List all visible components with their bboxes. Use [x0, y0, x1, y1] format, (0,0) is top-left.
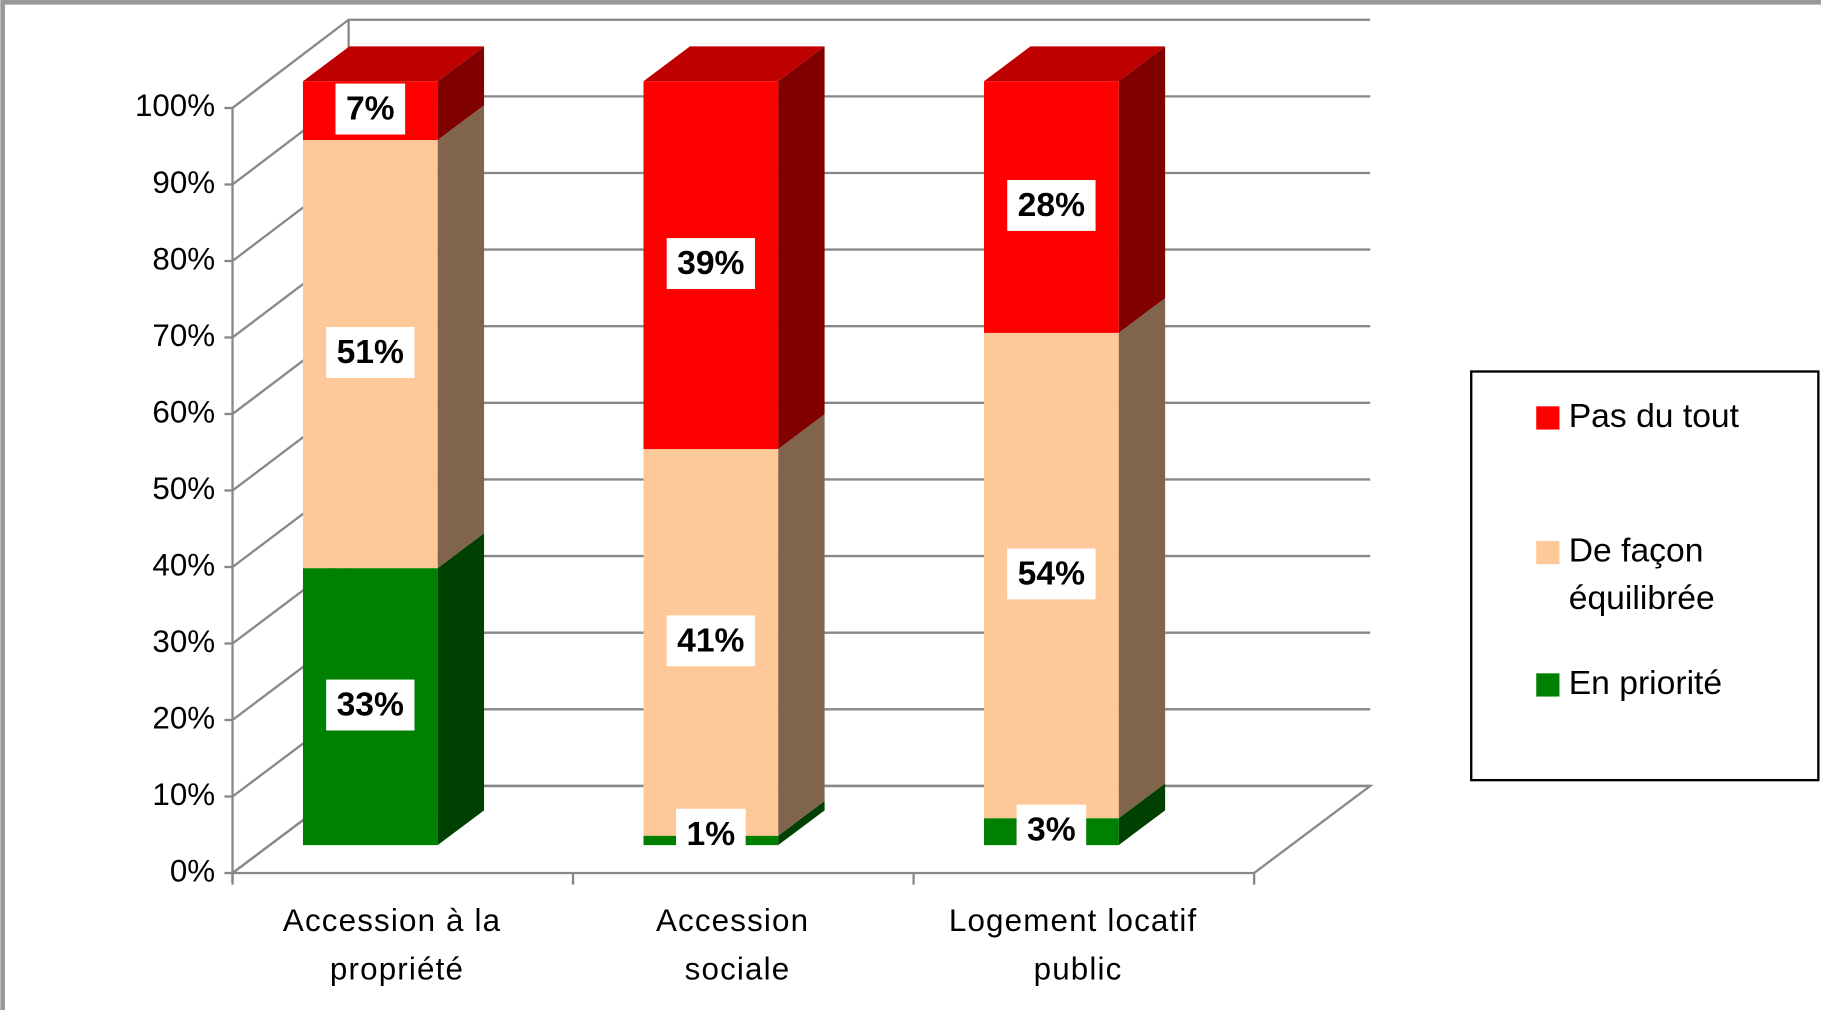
text-line: Accession à la	[283, 903, 511, 938]
text-line: Pas du tout	[1569, 398, 1740, 435]
data-label-box	[1016, 804, 1087, 856]
data-label-box	[666, 615, 756, 667]
data-label: 1%	[686, 816, 735, 853]
data-label-box	[326, 679, 415, 731]
bar-top	[302, 46, 485, 82]
bar-side	[1118, 298, 1166, 819]
bar-side	[778, 46, 825, 450]
bar-side	[1118, 46, 1166, 333]
bar-side	[437, 46, 485, 141]
data-label: 28%	[1018, 187, 1085, 224]
legend	[1470, 370, 1820, 782]
legend-swatch	[1536, 406, 1560, 430]
bar-side	[778, 414, 825, 836]
legend-label: De façon équilibrée	[1569, 532, 1715, 617]
data-label-box	[326, 327, 415, 378]
data-label: 51%	[337, 334, 404, 371]
y-tick-label: 50%	[152, 471, 215, 506]
text-line: propriété	[330, 952, 464, 987]
bar-side	[437, 533, 485, 846]
bar-top	[984, 46, 1166, 82]
y-tick-label: 90%	[152, 165, 215, 200]
y-tick-label: 60%	[152, 394, 215, 429]
bar-top	[643, 46, 825, 82]
text-line: sociale	[685, 952, 791, 987]
bar-side	[778, 800, 825, 846]
text-line: En priorité	[1569, 665, 1722, 702]
text-line: Logement locatif	[949, 903, 1207, 938]
y-tick-label: 100%	[135, 88, 215, 123]
bar-side	[1118, 783, 1166, 846]
data-label-box	[1007, 548, 1096, 600]
data-label: 41%	[677, 622, 744, 659]
y-tick-label: 30%	[152, 624, 215, 659]
x-tick-label: Accession à la propriété	[283, 903, 511, 987]
x-tick-label: Logement locatif public	[949, 903, 1207, 987]
bar-side	[437, 105, 485, 569]
data-label-box	[666, 238, 756, 290]
data-label: 3%	[1027, 812, 1076, 849]
y-tick-label: 40%	[152, 547, 215, 582]
text-line: De façon	[1569, 532, 1713, 569]
data-label-box	[1007, 180, 1096, 231]
x-tick-label: Accession sociale	[656, 903, 819, 987]
y-tick-label: 0%	[170, 853, 215, 888]
data-label: 54%	[1018, 555, 1085, 592]
y-tick-label: 80%	[152, 241, 215, 276]
data-label-box	[335, 83, 406, 135]
text-line: public	[1034, 952, 1123, 987]
text-line: Accession	[656, 903, 819, 938]
data-label: 7%	[346, 91, 395, 128]
legend-swatch	[1536, 673, 1560, 697]
data-label: 33%	[337, 687, 404, 724]
y-tick-label: 70%	[152, 318, 215, 353]
grid-line	[231, 18, 1371, 109]
y-tick-label: 20%	[152, 700, 215, 735]
text-line: équilibrée	[1569, 580, 1715, 617]
legend-swatch	[1536, 540, 1560, 565]
data-label-box	[676, 808, 746, 860]
legend-label: En priorité	[1569, 665, 1722, 702]
y-tick-label: 10%	[152, 777, 215, 812]
data-label: 39%	[677, 245, 744, 282]
legend-label: Pas du tout	[1569, 398, 1740, 435]
